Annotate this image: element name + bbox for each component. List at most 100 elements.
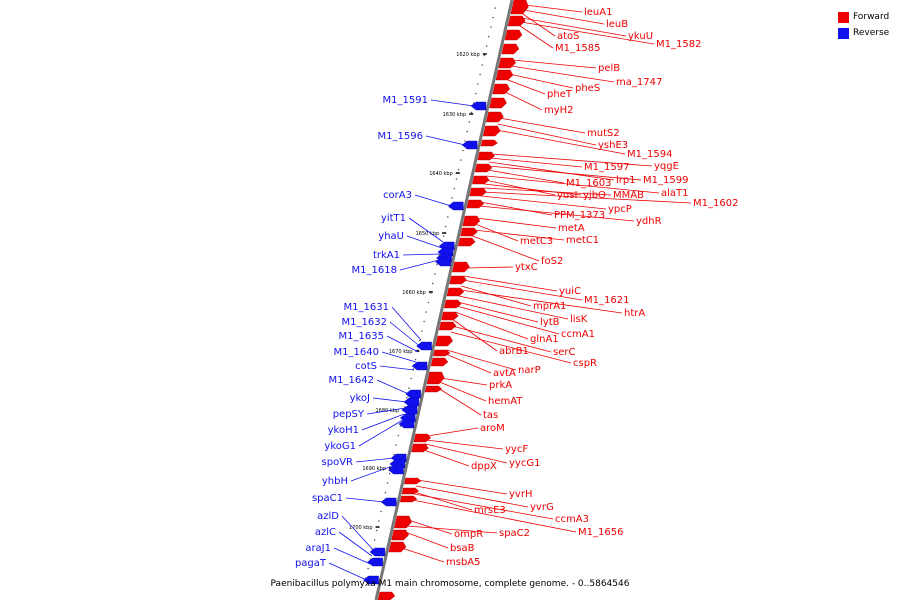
reverse-gene-yhbh[interactable]: yhbH: [322, 476, 348, 487]
forward-gene-serc[interactable]: serC: [553, 347, 575, 358]
forward-gene-shape[interactable]: [466, 199, 485, 209]
forward-gene-shape[interactable]: [446, 287, 465, 297]
forward-gene-yvrg[interactable]: yvrG: [530, 502, 554, 513]
reverse-gene-shape[interactable]: [363, 575, 379, 585]
forward-gene-msba5[interactable]: msbA5: [446, 557, 481, 568]
forward-gene-ydhr[interactable]: ydhR: [636, 216, 662, 227]
forward-gene-yusi[interactable]: yusI: [557, 190, 577, 201]
reverse-gene-pagat[interactable]: pagaT: [295, 558, 327, 569]
forward-gene-m1-1602[interactable]: M1_1602: [693, 198, 738, 209]
reverse-gene-shape[interactable]: [416, 341, 432, 351]
forward-gene-avta[interactable]: avtA: [493, 368, 516, 379]
forward-gene-myh2[interactable]: myH2: [544, 105, 574, 116]
forward-gene-shape[interactable]: [430, 357, 449, 367]
forward-gene-shape[interactable]: [435, 335, 453, 347]
forward-gene-shape[interactable]: [404, 477, 422, 485]
reverse-gene-shape[interactable]: [403, 397, 420, 407]
forward-gene-shape[interactable]: [438, 321, 457, 331]
reverse-gene-shape[interactable]: [447, 201, 464, 211]
forward-gene-abrb1[interactable]: abrB1: [499, 346, 529, 357]
forward-gene-mrse3[interactable]: mrsE3: [474, 505, 506, 516]
reverse-gene-trka1[interactable]: trkA1: [373, 250, 400, 261]
forward-gene-shape[interactable]: [452, 261, 470, 273]
forward-gene-tas[interactable]: tas: [483, 410, 498, 421]
forward-gene-shape[interactable]: [399, 495, 418, 503]
forward-gene-shape[interactable]: [486, 111, 504, 123]
reverse-gene-m1-1642[interactable]: M1_1642: [329, 375, 374, 386]
forward-gene-bsab[interactable]: bsaB: [450, 543, 475, 554]
forward-gene-lisk[interactable]: lisK: [570, 314, 588, 325]
reverse-gene-azlc[interactable]: azlC: [315, 527, 336, 538]
forward-gene-cspr[interactable]: cspR: [573, 358, 597, 369]
forward-gene-shape[interactable]: [401, 487, 420, 495]
forward-gene-shape[interactable]: [462, 215, 481, 227]
reverse-gene-araj1[interactable]: araJ1: [305, 543, 331, 554]
forward-gene-m1-1597[interactable]: M1_1597: [584, 162, 629, 173]
forward-gene-shape[interactable]: [474, 163, 493, 173]
forward-gene-ma-1747[interactable]: ma_1747: [616, 77, 662, 88]
forward-gene-mmab[interactable]: MMAB: [613, 190, 644, 201]
forward-gene-shape[interactable]: [388, 541, 407, 553]
forward-gene-shape[interactable]: [391, 529, 409, 541]
forward-gene-shape[interactable]: [504, 29, 523, 41]
forward-gene-metc1[interactable]: metC1: [566, 235, 599, 246]
forward-gene-narp[interactable]: narP: [518, 365, 541, 376]
reverse-gene-shape[interactable]: [388, 465, 404, 475]
forward-gene-yycg1[interactable]: yycG1: [509, 458, 540, 469]
reverse-gene-shape[interactable]: [435, 257, 451, 267]
reverse-gene-shape[interactable]: [367, 557, 383, 567]
forward-gene-alat1[interactable]: alaT1: [661, 188, 689, 199]
reverse-gene-m1-1631[interactable]: M1_1631: [344, 302, 389, 313]
reverse-gene-shape[interactable]: [380, 497, 397, 507]
reverse-gene-m1-1596[interactable]: M1_1596: [378, 131, 423, 142]
forward-gene-shape[interactable]: [495, 69, 514, 81]
forward-gene-ykuu[interactable]: ykuU: [628, 31, 653, 42]
reverse-gene-yitt1[interactable]: yitT1: [381, 213, 406, 224]
forward-gene-yycf[interactable]: yycF: [505, 444, 528, 455]
forward-gene-phes[interactable]: pheS: [575, 83, 600, 94]
forward-gene-leub[interactable]: leuB: [606, 19, 628, 30]
forward-gene-shape[interactable]: [472, 175, 490, 185]
forward-gene-shape[interactable]: [477, 151, 495, 161]
forward-gene-shape[interactable]: [424, 385, 443, 393]
reverse-gene-pepsy[interactable]: pepSY: [333, 409, 365, 420]
forward-gene-m1-1594[interactable]: M1_1594: [627, 149, 672, 160]
forward-gene-yuic[interactable]: yuiC: [559, 286, 581, 297]
forward-gene-muts2[interactable]: mutS2: [587, 128, 620, 139]
forward-gene-yqge[interactable]: yqgE: [654, 161, 679, 172]
reverse-gene-spovr[interactable]: spoVR: [322, 457, 354, 468]
forward-gene-shape[interactable]: [443, 299, 462, 309]
forward-gene-m1-1656[interactable]: M1_1656: [578, 527, 623, 538]
reverse-gene-shape[interactable]: [398, 419, 415, 429]
forward-gene-ompr[interactable]: ompR: [454, 529, 483, 540]
forward-gene-shape[interactable]: [411, 443, 429, 453]
forward-gene-leua1[interactable]: leuA1: [584, 7, 612, 18]
reverse-gene-shape[interactable]: [411, 361, 428, 371]
reverse-gene-shape[interactable]: [470, 101, 487, 111]
forward-gene-shape[interactable]: [510, 0, 529, 15]
reverse-gene-m1-1591[interactable]: M1_1591: [383, 95, 428, 106]
reverse-gene-shape[interactable]: [461, 140, 478, 150]
forward-gene-shape[interactable]: [457, 237, 476, 247]
forward-gene-yvrh[interactable]: yvrH: [509, 489, 532, 500]
forward-gene-htra[interactable]: htrA: [624, 308, 645, 319]
reverse-gene-m1-1640[interactable]: M1_1640: [334, 347, 379, 358]
forward-gene-shape[interactable]: [489, 97, 507, 109]
forward-gene-shape[interactable]: [449, 275, 467, 285]
forward-gene-shape[interactable]: [501, 43, 520, 55]
forward-gene-shape[interactable]: [426, 371, 445, 385]
reverse-gene-m1-1632[interactable]: M1_1632: [342, 317, 387, 328]
reverse-gene-cots[interactable]: cotS: [355, 361, 377, 372]
forward-gene-shape[interactable]: [460, 227, 478, 237]
forward-gene-shape[interactable]: [394, 515, 412, 529]
forward-gene-arom[interactable]: aroM: [480, 423, 505, 434]
forward-gene-shape[interactable]: [441, 311, 459, 321]
forward-gene-spac2[interactable]: spaC2: [499, 528, 530, 539]
forward-gene-m1-1603[interactable]: M1_1603: [566, 178, 611, 189]
forward-gene-shape[interactable]: [482, 125, 501, 137]
forward-gene-ccma1[interactable]: ccmA1: [561, 329, 595, 340]
reverse-gene-ykoh1[interactable]: ykoH1: [328, 425, 359, 436]
forward-gene-atos[interactable]: atoS: [557, 31, 580, 42]
forward-gene-shape[interactable]: [498, 57, 516, 69]
forward-gene-fos2[interactable]: foS2: [541, 256, 563, 267]
